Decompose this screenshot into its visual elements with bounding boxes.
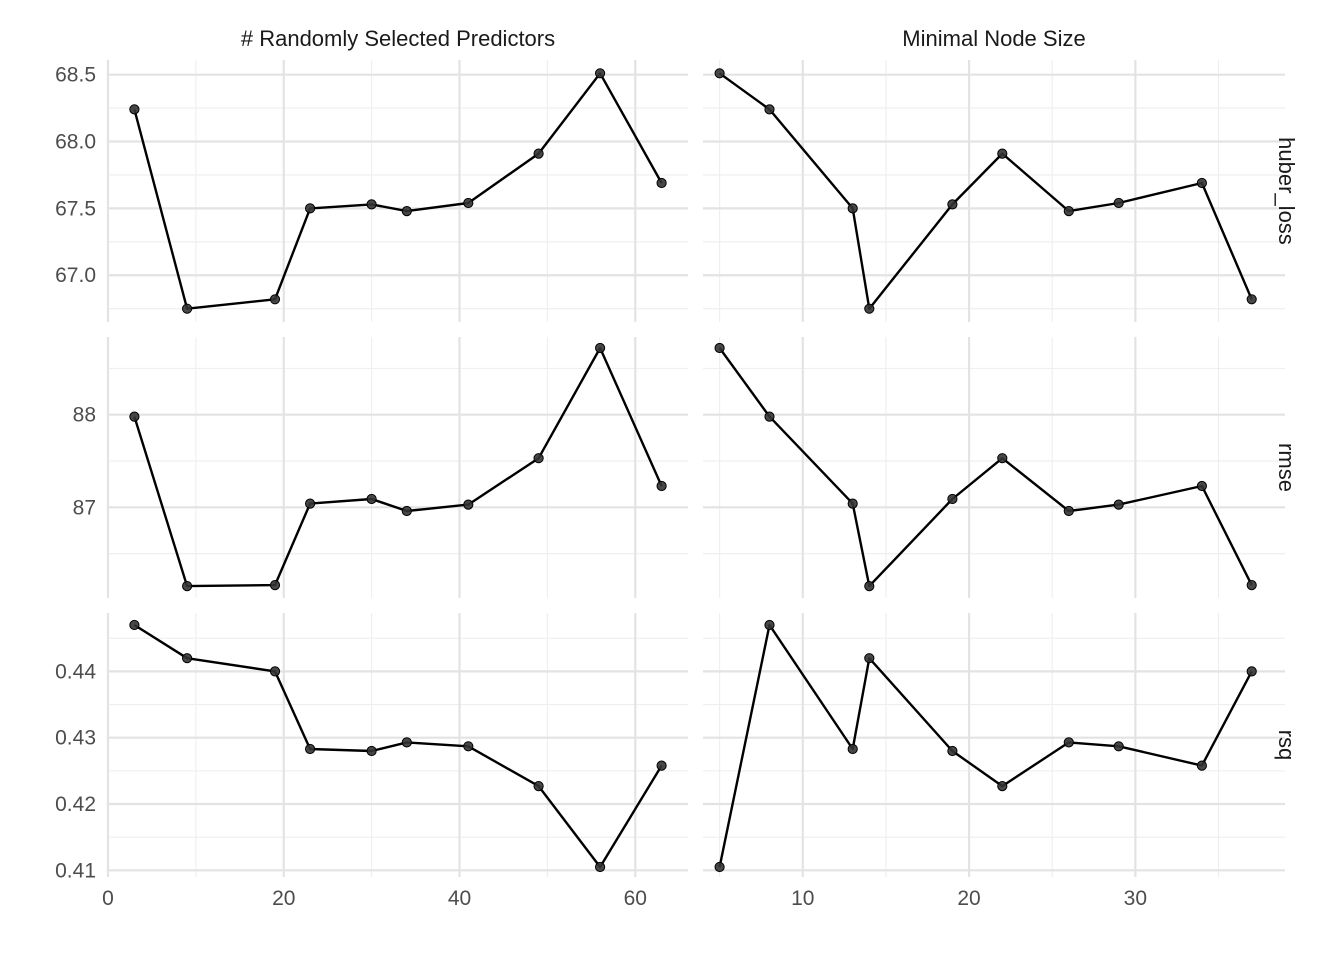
data-point-rmse-vs-minimal-node-size-7: [1113, 499, 1124, 510]
y-tick-label: 68.5: [55, 64, 96, 87]
y-tick-label: 0.43: [55, 727, 96, 750]
y-tick-label: 0.44: [55, 660, 96, 683]
data-point-rmse-vs-minimal-node-size-3: [864, 581, 875, 592]
panel-rsq-randomly-selected-predictors-grid: [106, 613, 688, 877]
row-strip-label: rmse: [1274, 443, 1299, 492]
row-strip-label: rsq: [1274, 730, 1299, 761]
data-point-rmse-vs-minimal-node-size-6: [1063, 505, 1074, 517]
data-point-huber-loss-vs-randomly-selected-predictors-2: [269, 294, 281, 305]
series-line-rmse-vs-randomly-selected-predictors: [133, 346, 663, 588]
data-point-rsq-vs-randomly-selected-predictors-0: [129, 619, 140, 631]
data-point-rsq-vs-randomly-selected-predictors-4: [366, 745, 377, 757]
column-strip-label: Minimal Node Size: [902, 26, 1085, 51]
data-point-huber-loss-vs-randomly-selected-predictors-3: [305, 203, 316, 214]
data-point-huber-loss-vs-minimal-node-size-4: [947, 199, 958, 210]
data-point-rmse-vs-minimal-node-size-0: [714, 342, 725, 354]
data-point-huber-loss-vs-minimal-node-size-1: [764, 104, 775, 115]
data-point-huber-loss-vs-randomly-selected-predictors-8: [595, 68, 606, 79]
data-point-rsq-vs-minimal-node-size-7: [1113, 741, 1124, 752]
data-point-huber-loss-vs-minimal-node-size-6: [1063, 206, 1074, 217]
y-tick-label: 87: [73, 496, 96, 519]
series-line-rsq-vs-randomly-selected-predictors: [133, 623, 663, 869]
data-point-rmse-vs-randomly-selected-predictors-1: [182, 581, 193, 592]
data-point-rmse-vs-minimal-node-size-1: [764, 411, 775, 422]
x-tick-label: 20: [957, 887, 980, 910]
data-point-huber-loss-vs-randomly-selected-predictors-6: [463, 197, 474, 209]
data-point-huber-loss-vs-minimal-node-size-0: [714, 68, 725, 79]
data-point-rsq-vs-minimal-node-size-5: [997, 781, 1008, 792]
y-tick-label: 67.0: [55, 264, 96, 287]
panel-huber-loss-minimal-node-size-grid: [703, 60, 1285, 322]
data-point-rmse-vs-minimal-node-size-4: [947, 493, 958, 505]
grid-layer: [106, 60, 1285, 877]
data-point-huber-loss-vs-minimal-node-size-5: [997, 148, 1008, 159]
x-tick-label: 10: [791, 887, 814, 910]
data-point-rsq-vs-minimal-node-size-4: [947, 745, 958, 757]
series-line-huber-loss-vs-minimal-node-size: [718, 72, 1253, 310]
y-tick-label: 67.5: [55, 197, 96, 220]
data-point-rmse-vs-randomly-selected-predictors-5: [401, 505, 412, 517]
data-point-rsq-vs-randomly-selected-predictors-3: [305, 743, 316, 755]
data-point-huber-loss-vs-randomly-selected-predictors-5: [401, 206, 412, 217]
series-line-rmse-vs-minimal-node-size: [718, 347, 1253, 588]
panel-rmse-minimal-node-size-grid: [703, 337, 1285, 598]
data-point-rmse-vs-randomly-selected-predictors-9: [656, 480, 667, 492]
x-tick-label: 40: [448, 887, 471, 910]
series-layer: [129, 68, 1257, 873]
row-strip-label: huber_loss: [1274, 137, 1299, 245]
data-point-huber-loss-vs-minimal-node-size-8: [1196, 177, 1208, 189]
data-point-rsq-vs-minimal-node-size-1: [764, 619, 775, 631]
column-strip-label: # Randomly Selected Predictors: [241, 26, 555, 51]
data-point-rmse-vs-randomly-selected-predictors-0: [129, 411, 140, 422]
data-point-rmse-vs-randomly-selected-predictors-4: [366, 493, 377, 505]
data-point-rmse-vs-minimal-node-size-9: [1246, 580, 1257, 591]
panel-rsq-minimal-node-size-grid: [703, 613, 1285, 877]
x-tick-label: 30: [1124, 887, 1147, 910]
x-tick-label: 20: [272, 887, 295, 910]
data-point-huber-loss-vs-minimal-node-size-2: [847, 203, 858, 214]
data-point-huber-loss-vs-minimal-node-size-7: [1113, 197, 1124, 209]
data-point-rmse-vs-minimal-node-size-8: [1196, 480, 1208, 492]
data-point-huber-loss-vs-randomly-selected-predictors-0: [129, 104, 140, 115]
x-tick-label: 60: [624, 887, 647, 910]
data-point-rmse-vs-randomly-selected-predictors-8: [595, 342, 606, 354]
labels-layer: # Randomly Selected Predictors Minimal No…: [55, 26, 1299, 910]
data-point-rmse-vs-minimal-node-size-2: [847, 498, 858, 509]
data-point-rmse-vs-minimal-node-size-5: [997, 453, 1008, 464]
data-point-rmse-vs-randomly-selected-predictors-7: [533, 453, 544, 464]
data-point-rsq-vs-minimal-node-size-8: [1196, 760, 1208, 771]
data-point-rsq-vs-randomly-selected-predictors-8: [595, 861, 606, 873]
data-point-rsq-vs-minimal-node-size-2: [847, 743, 858, 755]
data-point-rsq-vs-minimal-node-size-0: [714, 861, 725, 873]
data-point-rmse-vs-randomly-selected-predictors-6: [463, 499, 474, 510]
data-point-rsq-vs-randomly-selected-predictors-7: [533, 781, 544, 792]
x-tick-label: 0: [102, 887, 114, 910]
panel-huber-loss-randomly-selected-predictors-grid: [106, 60, 688, 322]
data-point-rsq-vs-randomly-selected-predictors-1: [182, 653, 193, 664]
data-point-rsq-vs-randomly-selected-predictors-6: [463, 741, 474, 752]
data-point-rmse-vs-randomly-selected-predictors-2: [269, 580, 281, 591]
data-point-rmse-vs-randomly-selected-predictors-3: [305, 498, 316, 509]
y-tick-label: 88: [73, 404, 96, 427]
y-tick-label: 68.0: [55, 131, 96, 154]
data-point-rsq-vs-randomly-selected-predictors-9: [656, 760, 667, 771]
data-point-huber-loss-vs-randomly-selected-predictors-9: [656, 177, 667, 189]
data-point-huber-loss-vs-minimal-node-size-3: [864, 303, 875, 314]
data-point-huber-loss-vs-randomly-selected-predictors-7: [533, 148, 544, 159]
data-point-huber-loss-vs-randomly-selected-predictors-1: [182, 303, 193, 314]
series-line-huber-loss-vs-randomly-selected-predictors: [133, 72, 663, 310]
y-tick-label: 0.41: [55, 859, 96, 882]
series-line-rsq-vs-minimal-node-size: [718, 623, 1253, 868]
data-point-rsq-vs-minimal-node-size-6: [1063, 737, 1074, 748]
data-point-rsq-vs-minimal-node-size-9: [1246, 666, 1257, 677]
data-point-huber-loss-vs-minimal-node-size-9: [1246, 294, 1257, 305]
data-point-huber-loss-vs-randomly-selected-predictors-4: [366, 199, 377, 210]
y-tick-label: 0.42: [55, 793, 96, 816]
data-point-rsq-vs-randomly-selected-predictors-2: [269, 666, 281, 677]
data-point-rsq-vs-minimal-node-size-3: [864, 653, 875, 664]
panel-rmse-randomly-selected-predictors-grid: [106, 337, 688, 598]
data-point-rsq-vs-randomly-selected-predictors-5: [401, 737, 412, 748]
